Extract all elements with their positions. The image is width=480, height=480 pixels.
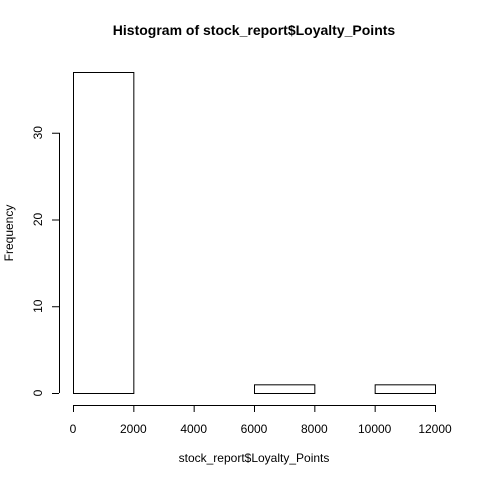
x-tick-label-5: 10000 [358,422,392,436]
x-tick-label-2: 4000 [180,422,207,436]
bars-group [74,73,436,394]
chart-title: Histogram of stock_report$Loyalty_Points [113,22,396,38]
y-tick-label-0: 0 [31,389,45,396]
x-axis: 0 2000 4000 6000 8000 10000 12000 [70,405,452,436]
y-axis-label: Frequency [2,205,16,262]
y-tick-label-1: 10 [31,299,45,313]
y-tick-label-3: 30 [31,126,45,140]
x-axis-label: stock_report$Loyalty_Points [179,451,330,465]
x-tick-label-4: 8000 [301,422,328,436]
histogram-bar-5 [375,385,435,394]
histogram-bar-3 [255,385,315,394]
y-axis: 0 10 20 30 [31,126,60,397]
y-tick-label-2: 20 [31,212,45,226]
x-tick-label-6: 12000 [418,422,452,436]
x-tick-label-1: 2000 [120,422,147,436]
histogram-bar-0 [74,73,134,394]
x-tick-label-3: 6000 [241,422,268,436]
x-tick-label-0: 0 [70,422,77,436]
